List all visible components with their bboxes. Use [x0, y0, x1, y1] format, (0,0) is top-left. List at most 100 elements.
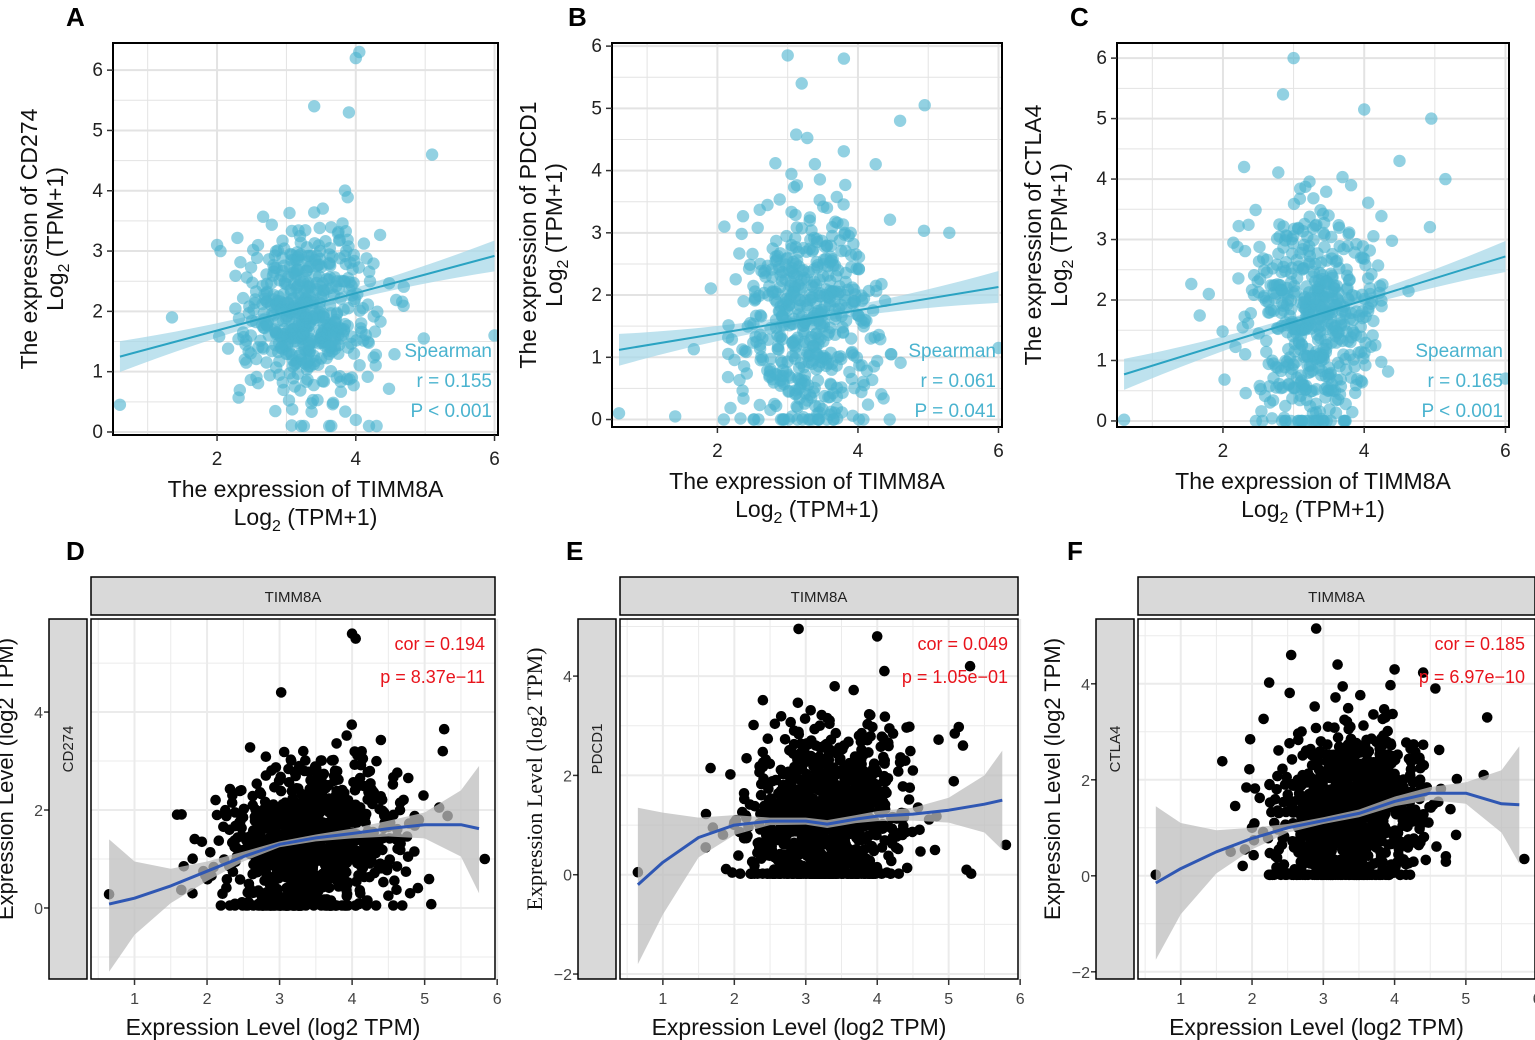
data-point — [221, 874, 233, 885]
data-point — [761, 830, 772, 842]
data-point — [818, 864, 829, 875]
data-point — [1329, 722, 1340, 733]
data-point — [353, 45, 366, 59]
data-point — [1344, 863, 1356, 875]
data-point — [1217, 756, 1228, 767]
data-point — [242, 307, 256, 320]
data-point — [845, 347, 858, 360]
data-point — [1293, 192, 1307, 205]
data-point — [933, 734, 944, 745]
data-point — [824, 239, 838, 252]
data-point — [725, 333, 739, 346]
data-point — [865, 709, 876, 721]
data-point — [1349, 386, 1362, 400]
y-tick-label: −2 — [554, 967, 572, 984]
data-point — [1308, 856, 1320, 867]
data-point — [803, 211, 817, 224]
data-point — [800, 349, 814, 362]
data-point — [378, 876, 389, 888]
data-point — [234, 874, 246, 885]
data-point — [1405, 743, 1416, 754]
plot-frame — [112, 42, 499, 436]
data-point — [220, 804, 231, 816]
y-tick-label: 3 — [1096, 230, 1107, 251]
data-point — [901, 862, 913, 874]
data-point — [196, 836, 208, 848]
data-point — [915, 846, 926, 857]
data-point — [1340, 263, 1353, 276]
data-point — [867, 721, 878, 733]
y-axis-label: Expression Level (log2 TPM) — [522, 648, 547, 911]
data-point — [1252, 255, 1266, 268]
data-point — [772, 854, 784, 866]
data-point — [796, 829, 808, 840]
data-point — [793, 623, 804, 635]
data-point — [1359, 862, 1370, 873]
data-point — [1242, 218, 1255, 231]
data-point — [397, 280, 410, 293]
data-point — [1425, 112, 1438, 125]
data-point — [1293, 793, 1304, 805]
data-point — [1307, 192, 1320, 205]
data-point — [1300, 774, 1311, 785]
cor-label: cor = 0.049 — [917, 634, 1008, 654]
x-axis-label: The expression of TIMM8A — [168, 476, 444, 502]
data-point — [341, 233, 354, 246]
data-point — [316, 755, 328, 766]
data-point — [341, 900, 352, 911]
data-point — [1385, 679, 1396, 691]
x-tick-label: 3 — [275, 991, 284, 1008]
data-point — [400, 866, 412, 877]
data-point — [373, 228, 387, 242]
data-point — [879, 665, 890, 677]
data-point — [294, 384, 307, 397]
strip-side-label: CTLA4 — [1107, 726, 1124, 773]
x-axis-label-unit: Log2 (TPM+1) — [1241, 496, 1385, 527]
data-point — [1238, 244, 1252, 258]
panel-letter-e: E — [566, 536, 583, 566]
data-point — [1287, 778, 1299, 790]
data-point — [860, 364, 873, 377]
data-point — [858, 749, 869, 761]
y-tick-label: 5 — [591, 98, 602, 119]
data-point — [866, 868, 878, 879]
y-axis-label: The expression of CTLA4 — [1020, 104, 1046, 365]
x-axis-unit-rest: (TPM+1) — [1288, 496, 1384, 522]
data-point — [229, 807, 241, 818]
y-tick-label: 4 — [1096, 169, 1107, 190]
data-point — [254, 806, 266, 817]
data-point — [846, 281, 859, 294]
data-point — [251, 778, 263, 789]
data-point — [1364, 785, 1375, 797]
x-tick-label: 6 — [489, 449, 500, 470]
data-point — [844, 797, 856, 809]
data-point — [328, 853, 339, 865]
data-point — [848, 684, 859, 696]
data-point — [839, 178, 852, 192]
data-point — [310, 283, 323, 296]
y-tick-label: 0 — [563, 868, 572, 885]
data-point — [302, 879, 313, 890]
data-point — [814, 317, 827, 331]
data-point — [250, 251, 264, 265]
data-point — [804, 808, 815, 820]
data-point — [838, 764, 850, 776]
data-point — [883, 213, 897, 226]
data-point — [388, 772, 399, 783]
data-point — [360, 252, 373, 265]
data-point — [1272, 166, 1285, 179]
data-point — [317, 308, 330, 321]
data-point — [725, 769, 736, 780]
data-point — [331, 738, 342, 749]
x-tick-label: 4 — [1359, 441, 1370, 462]
y-tick-label: 4 — [563, 669, 572, 686]
data-point — [290, 827, 302, 838]
x-tick-label: 6 — [993, 441, 1004, 462]
data-point — [839, 266, 852, 280]
y-axis-label: The expression of PDCD1 — [515, 101, 541, 368]
data-point — [336, 328, 349, 342]
data-point — [826, 868, 837, 879]
data-point — [337, 275, 350, 288]
y-axis-unit-sub: 2 — [555, 260, 572, 269]
